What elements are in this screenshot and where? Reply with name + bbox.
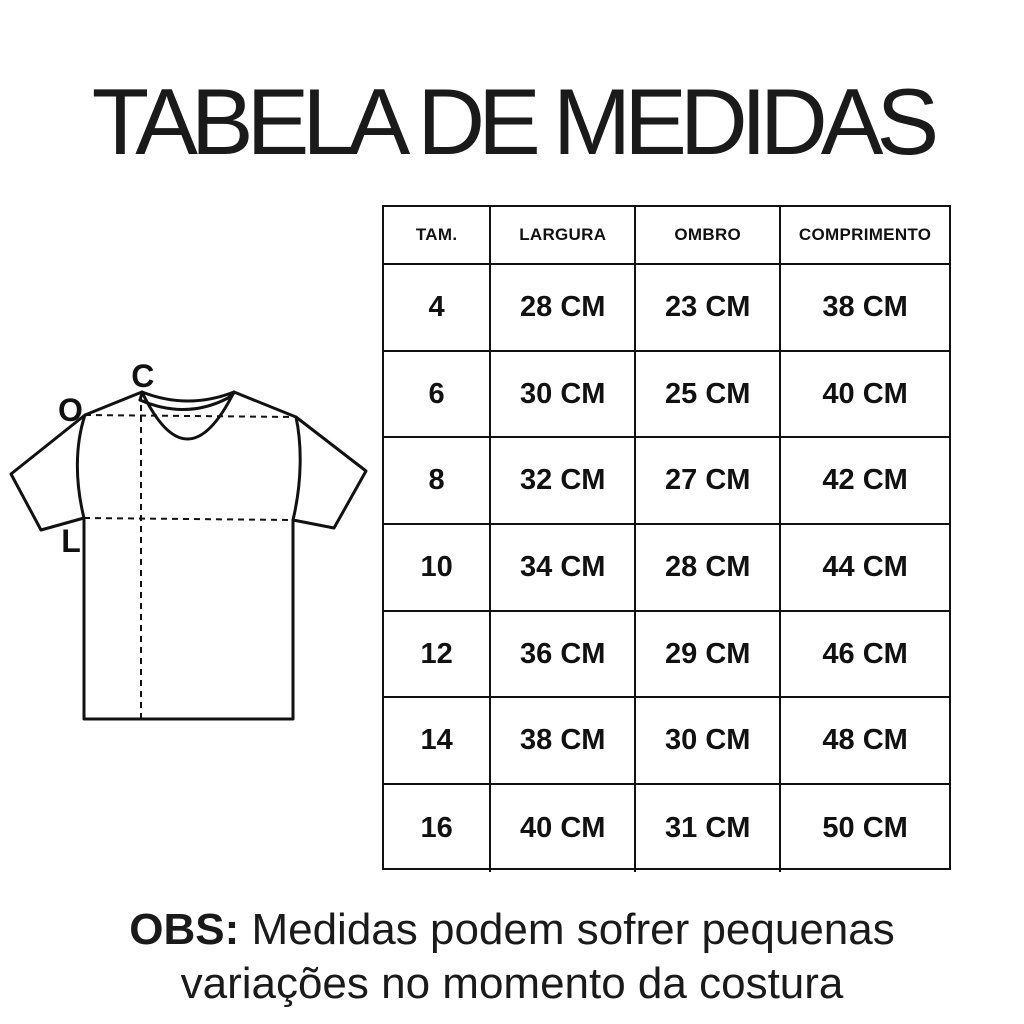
- svg-text:L: L: [61, 523, 81, 559]
- svg-text:O: O: [58, 392, 83, 428]
- svg-text:C: C: [131, 358, 154, 394]
